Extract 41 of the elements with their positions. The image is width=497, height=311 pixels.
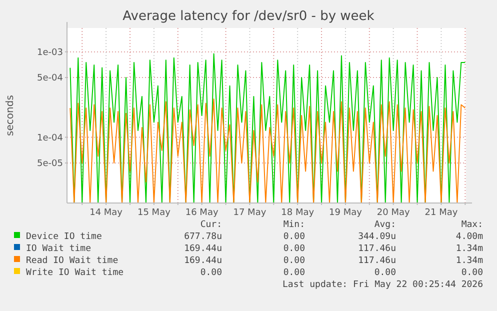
x-tick-label: 19 May xyxy=(329,208,363,218)
legend-label: Device IO time xyxy=(26,232,102,242)
text: 117.46u xyxy=(358,256,396,266)
text: 0.00 xyxy=(283,244,305,254)
text: Avg: xyxy=(374,220,396,230)
text: 1.34m xyxy=(456,244,483,254)
text: Min: xyxy=(283,220,305,230)
legend-label: Read IO Wait time xyxy=(26,256,118,266)
text: 169.44u xyxy=(184,244,222,254)
text: 0.00 xyxy=(283,256,305,266)
x-tick-label: 18 May xyxy=(281,208,315,218)
y-tick-label: 1e-04 xyxy=(37,133,64,144)
text: 117.46u xyxy=(358,244,396,254)
text: 0.00 xyxy=(461,268,483,278)
y-tick-label: 1e-03 xyxy=(37,48,63,58)
legend-label: Write IO Wait time xyxy=(26,268,124,278)
text: Max: xyxy=(461,220,483,230)
text: 0.00 xyxy=(374,268,396,278)
text: 0.00 xyxy=(283,232,305,242)
text: Last update: Fri May 22 00:25:44 2026 xyxy=(282,280,483,290)
text: Cur: xyxy=(200,220,222,230)
text: 677.78u xyxy=(184,232,222,242)
text: 344.09u xyxy=(358,232,396,242)
chart-title: Average latency for /dev/sr0 - by week xyxy=(122,9,375,24)
line-series xyxy=(70,98,466,204)
text: 1.34m xyxy=(456,256,483,266)
x-tick-label: 15 May xyxy=(137,208,172,218)
y-tick-label: 5e-04 xyxy=(37,74,64,84)
legend-label: IO Wait time xyxy=(26,244,92,254)
x-tick-label: 20 May xyxy=(376,208,410,218)
y-tick-label: 5e-05 xyxy=(37,159,63,170)
x-tick-label: 21 May xyxy=(424,208,458,218)
x-tick-label: 16 May xyxy=(185,208,219,218)
text: 0.00 xyxy=(200,268,222,278)
x-tick-label: 17 May xyxy=(233,208,267,218)
text: 169.44u xyxy=(184,256,222,266)
line-series xyxy=(70,53,466,204)
text: 4.00m xyxy=(456,232,483,242)
x-tick-label: 14 May xyxy=(90,208,124,218)
y-axis-title: seconds xyxy=(5,95,16,136)
text: 0.00 xyxy=(283,268,305,278)
